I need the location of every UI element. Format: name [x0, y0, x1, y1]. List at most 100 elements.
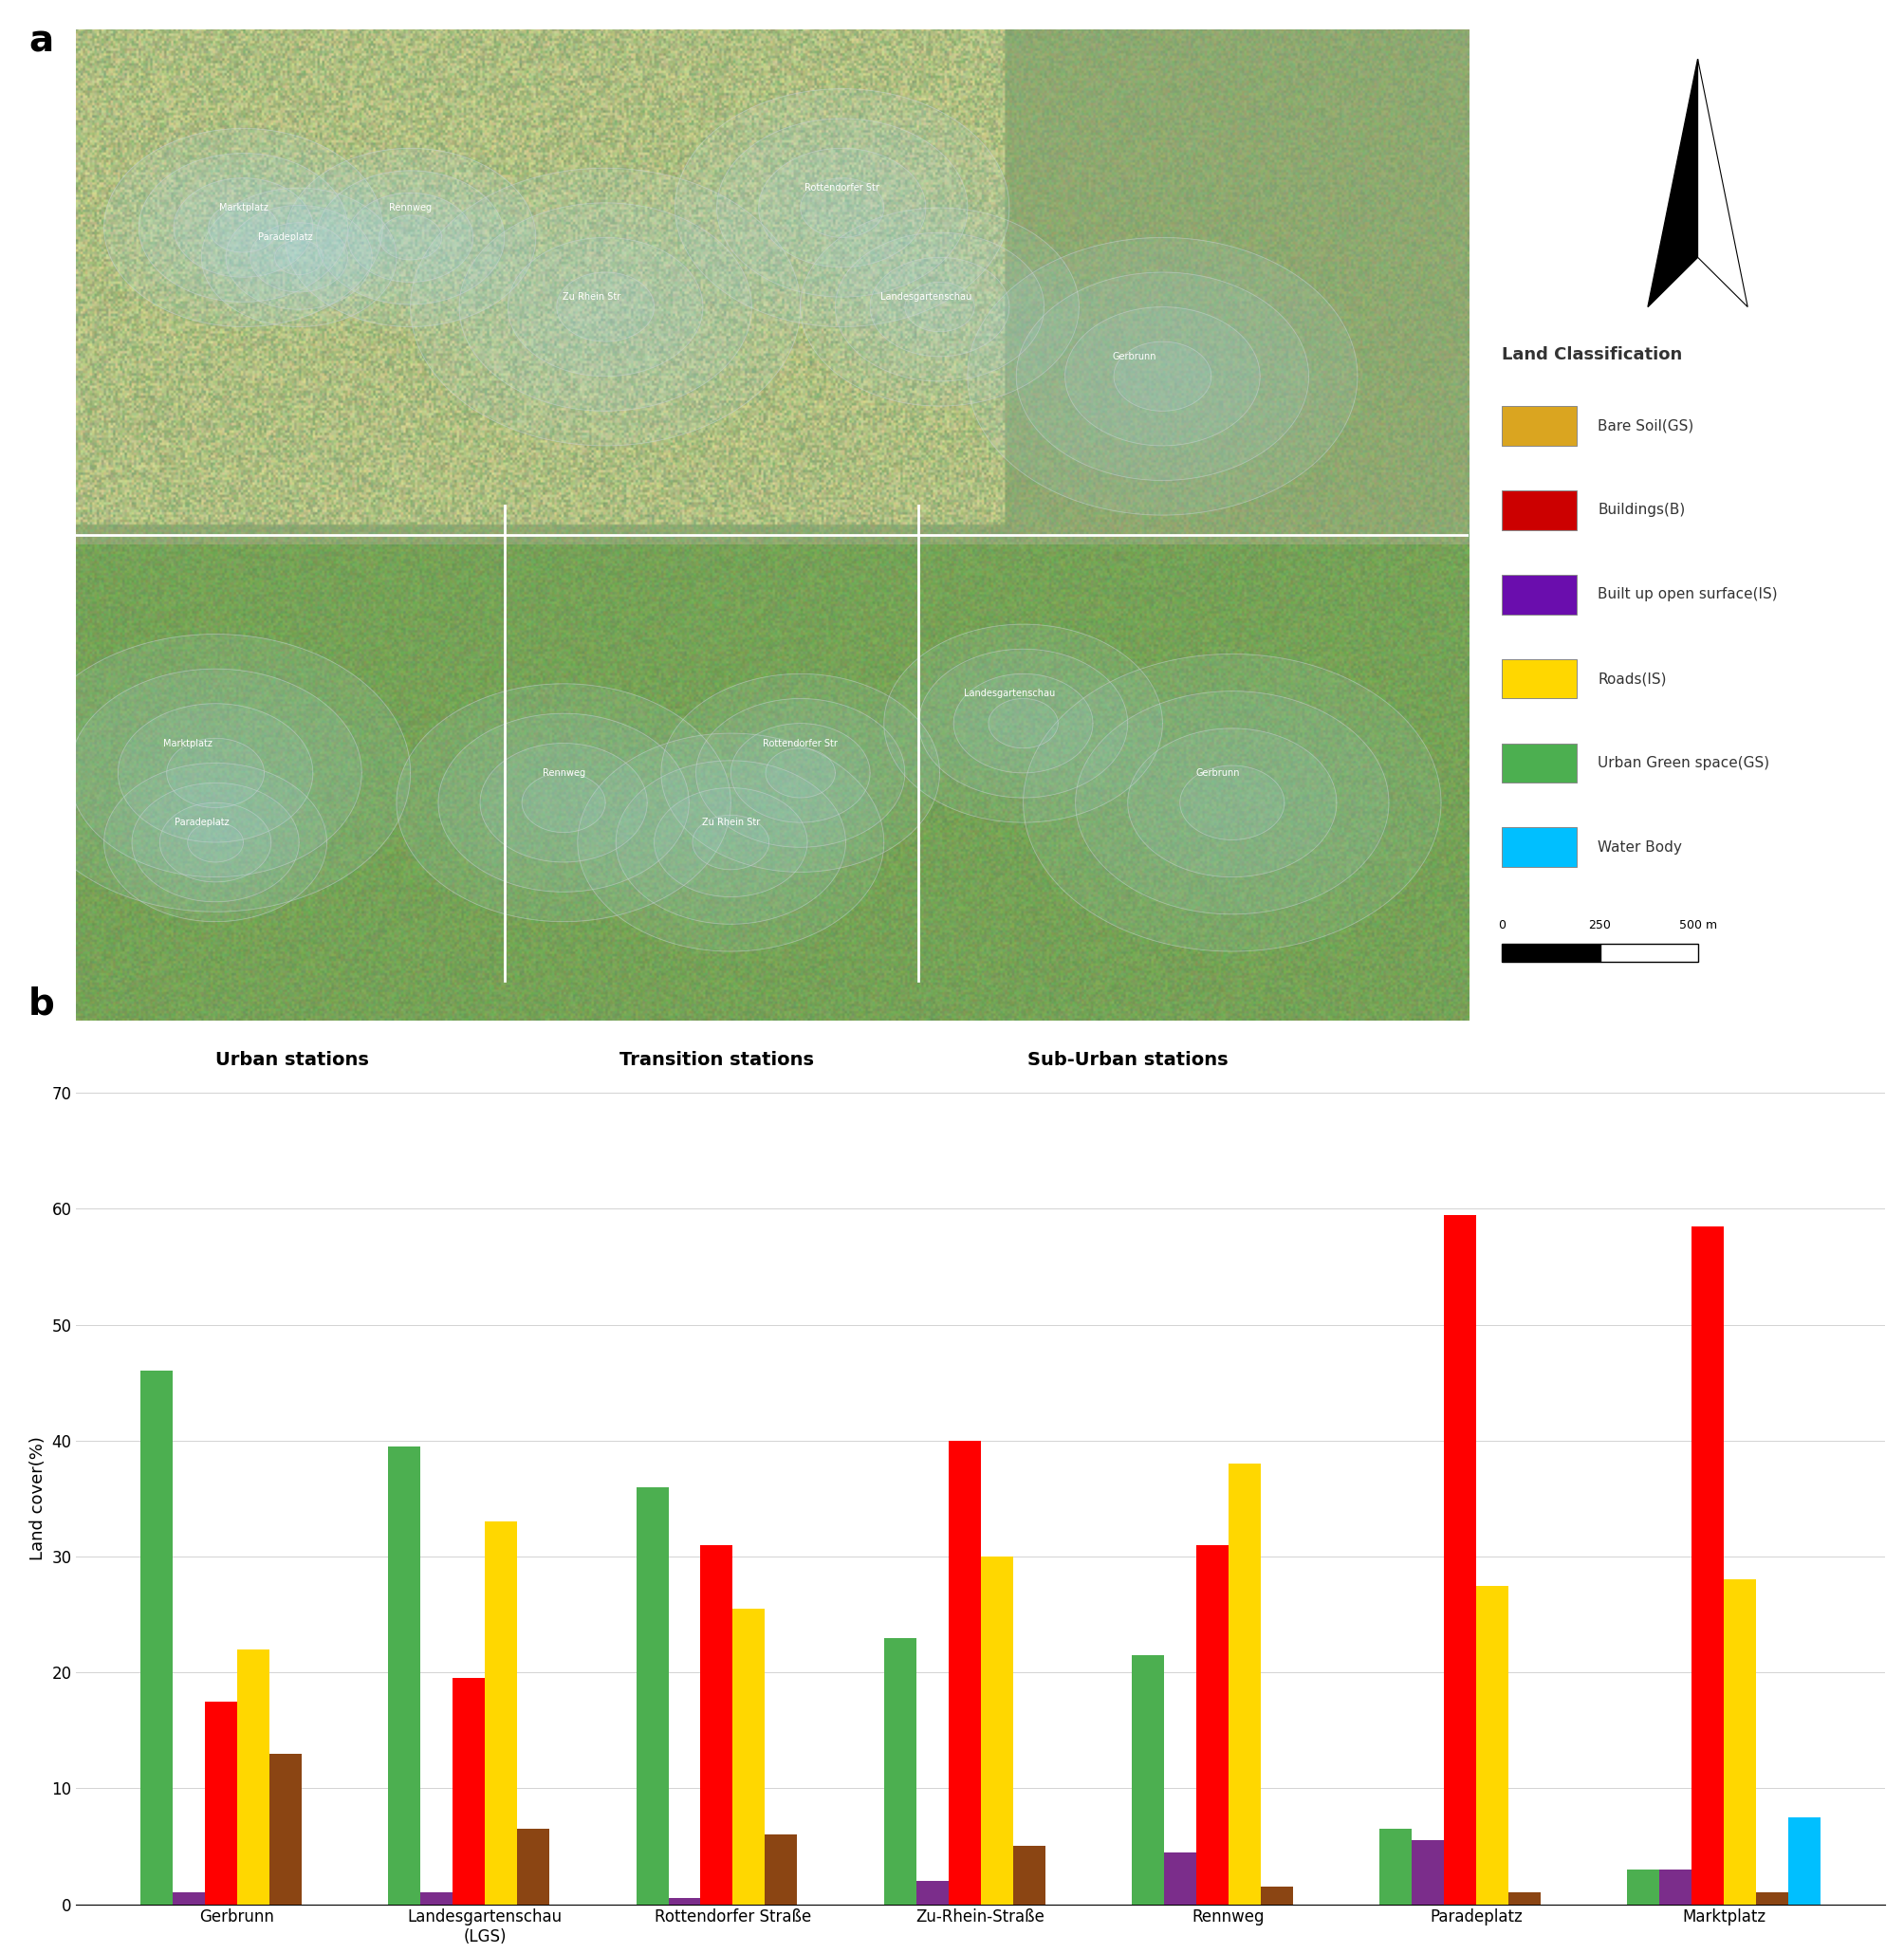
Polygon shape: [379, 215, 442, 260]
Bar: [733, 1609, 765, 1904]
Text: Gerbrunn: Gerbrunn: [1112, 352, 1158, 361]
Text: Water Body: Water Body: [1597, 840, 1683, 853]
Polygon shape: [438, 713, 689, 893]
Bar: [1196, 1545, 1228, 1904]
Bar: [1260, 1887, 1293, 1904]
Bar: [1228, 1465, 1260, 1904]
Polygon shape: [1022, 654, 1441, 951]
Text: Roads(IS): Roads(IS): [1597, 672, 1666, 686]
Text: Paradeplatz: Paradeplatz: [173, 818, 228, 828]
Bar: [636, 1486, 668, 1904]
Text: Rennweg: Rennweg: [543, 768, 585, 777]
FancyBboxPatch shape: [1502, 658, 1577, 699]
Text: 250: 250: [1588, 920, 1611, 932]
Polygon shape: [988, 699, 1059, 748]
Text: Zu Rhein Str: Zu Rhein Str: [562, 293, 621, 303]
Bar: [1013, 1846, 1045, 1904]
Polygon shape: [967, 238, 1358, 516]
Bar: [1502, 943, 1599, 961]
Bar: [486, 1521, 518, 1904]
Bar: [1628, 1869, 1660, 1904]
Bar: [1755, 1892, 1788, 1904]
Polygon shape: [69, 668, 362, 877]
Polygon shape: [693, 814, 769, 869]
Text: Paradeplatz: Paradeplatz: [257, 232, 312, 242]
Bar: [388, 1447, 421, 1904]
Polygon shape: [920, 648, 1127, 797]
Polygon shape: [716, 119, 967, 297]
Polygon shape: [870, 258, 1009, 357]
Bar: [173, 1892, 206, 1904]
Polygon shape: [286, 148, 535, 326]
Polygon shape: [1114, 342, 1211, 410]
Polygon shape: [697, 699, 904, 848]
Polygon shape: [836, 232, 1043, 381]
Text: b: b: [29, 986, 55, 1021]
Text: a: a: [29, 23, 53, 59]
Bar: [1788, 1816, 1820, 1904]
Polygon shape: [396, 684, 731, 922]
Polygon shape: [1076, 691, 1388, 914]
Polygon shape: [1647, 59, 1698, 307]
Polygon shape: [118, 703, 312, 842]
Bar: [1723, 1580, 1755, 1904]
Polygon shape: [615, 760, 845, 924]
Text: Urban stations: Urban stations: [215, 1051, 369, 1068]
Bar: [1411, 1840, 1443, 1904]
Polygon shape: [173, 178, 312, 277]
Text: Transition stations: Transition stations: [619, 1051, 815, 1068]
Polygon shape: [1017, 271, 1308, 480]
Text: Rottendorfer Str: Rottendorfer Str: [764, 738, 838, 748]
Text: Land Classification: Land Classification: [1502, 346, 1683, 363]
Polygon shape: [661, 674, 941, 873]
Polygon shape: [1127, 728, 1337, 877]
Text: Rennweg: Rennweg: [388, 203, 432, 213]
Bar: [701, 1545, 733, 1904]
Polygon shape: [577, 732, 883, 951]
Polygon shape: [105, 129, 383, 326]
Polygon shape: [227, 205, 371, 309]
Polygon shape: [274, 240, 324, 275]
Bar: [238, 1648, 270, 1904]
Bar: [453, 1678, 486, 1904]
Bar: [765, 1834, 798, 1904]
Bar: [1443, 1215, 1476, 1904]
Polygon shape: [800, 178, 883, 238]
Text: Buildings(B): Buildings(B): [1597, 504, 1685, 518]
Polygon shape: [459, 203, 752, 410]
Y-axis label: Land cover(%): Land cover(%): [29, 1437, 46, 1560]
Text: Marktplatz: Marktplatz: [164, 738, 211, 748]
Polygon shape: [1698, 59, 1748, 307]
Polygon shape: [1180, 766, 1285, 840]
Polygon shape: [208, 203, 278, 252]
Polygon shape: [249, 223, 348, 293]
Bar: [883, 1639, 916, 1904]
Text: Zu Rhein Str: Zu Rhein Str: [703, 818, 760, 828]
Bar: [1660, 1869, 1691, 1904]
Bar: [1599, 943, 1698, 961]
FancyBboxPatch shape: [1502, 490, 1577, 529]
Bar: [1476, 1586, 1508, 1904]
Polygon shape: [522, 773, 605, 832]
Text: 0: 0: [1498, 920, 1506, 932]
Bar: [981, 1557, 1013, 1904]
Bar: [141, 1371, 173, 1904]
FancyBboxPatch shape: [1502, 744, 1577, 783]
Polygon shape: [316, 170, 505, 305]
Polygon shape: [800, 207, 1080, 406]
Polygon shape: [1064, 307, 1260, 445]
Bar: [518, 1828, 550, 1904]
Polygon shape: [348, 193, 472, 281]
Polygon shape: [758, 148, 925, 268]
Text: Marktplatz: Marktplatz: [219, 203, 268, 213]
Polygon shape: [676, 88, 1009, 326]
Polygon shape: [480, 744, 647, 861]
Text: Sub-Urban stations: Sub-Urban stations: [1028, 1051, 1228, 1068]
Bar: [1508, 1892, 1540, 1904]
Bar: [668, 1898, 701, 1904]
Polygon shape: [556, 271, 655, 342]
Polygon shape: [188, 822, 244, 861]
Bar: [948, 1441, 981, 1904]
Text: Urban Green space(GS): Urban Green space(GS): [1597, 756, 1769, 769]
Text: Gerbrunn: Gerbrunn: [1196, 768, 1240, 777]
